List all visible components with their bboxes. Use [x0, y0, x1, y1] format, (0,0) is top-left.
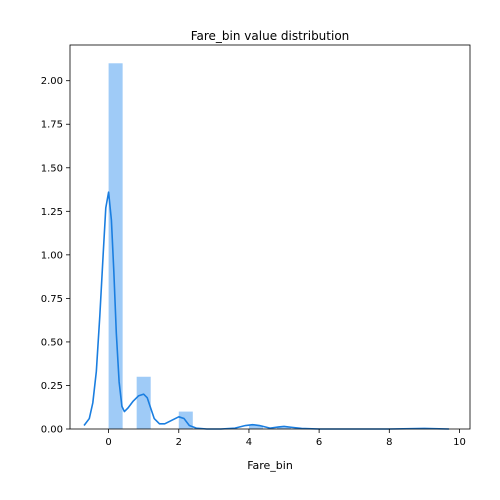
y-axis: 0.00 0.25 0.50 0.75 1.00 1.25 1.50 1.75 2.00 [41, 76, 70, 436]
plot-content [83, 63, 449, 430]
y-tick-label: 0.75 [41, 294, 63, 305]
chart-title: Fare_bin value distribution [191, 29, 350, 43]
histogram-bar [248, 425, 263, 429]
kde-line [83, 191, 449, 430]
y-tick-label: 2.00 [41, 76, 63, 87]
y-tick-label: 0.00 [41, 425, 63, 436]
x-tick-label: 4 [246, 437, 252, 448]
axes-border [69, 44, 471, 430]
x-tick-label: 0 [105, 437, 111, 448]
y-tick-label: 1.75 [41, 120, 63, 131]
histogram-bar [108, 63, 123, 430]
x-tick-label: 10 [453, 437, 466, 448]
y-tick-label: 0.25 [41, 381, 63, 392]
x-axis-label: Fare_bin [247, 459, 293, 472]
histogram-bar [277, 427, 292, 429]
y-tick-label: 0.50 [41, 337, 63, 348]
x-tick-label: 6 [316, 437, 322, 448]
histogram-bar [136, 376, 151, 429]
y-tick-label: 1.25 [41, 207, 63, 218]
x-tick-label: 8 [386, 437, 392, 448]
y-tick-label: 1.00 [41, 250, 63, 261]
axes-frame [69, 44, 471, 430]
x-axis: 0 2 4 6 8 10 [105, 429, 466, 448]
y-tick-label: 1.50 [41, 163, 63, 174]
x-tick-label: 2 [176, 437, 182, 448]
